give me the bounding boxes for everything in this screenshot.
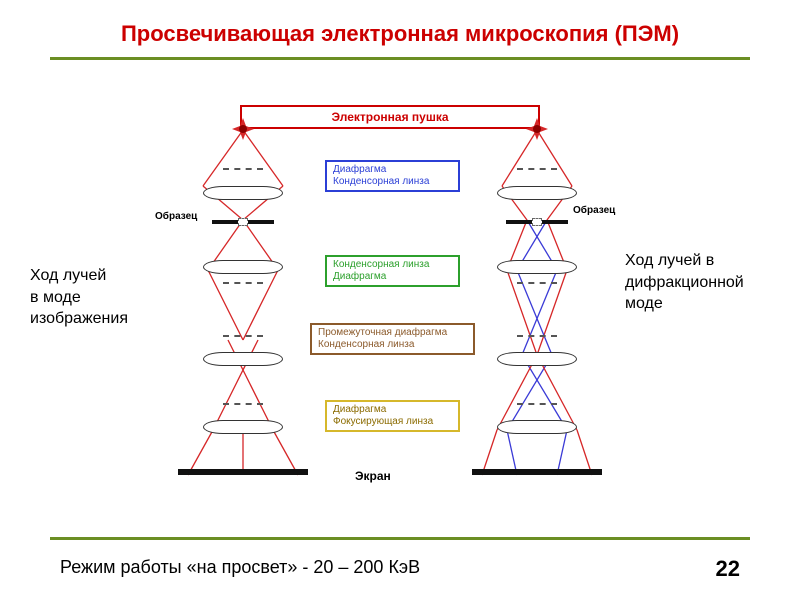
screen-bar: [472, 469, 602, 475]
legend-projector: Диафрагма Фокусирующая линза: [325, 400, 460, 432]
lens: [497, 420, 577, 434]
footer-text: Режим работы «на просвет» - 20 – 200 КэВ: [60, 557, 420, 578]
slide-title: Просвечивающая электронная микроскопия (…: [50, 20, 750, 49]
lens: [203, 260, 283, 274]
lens: [203, 186, 283, 200]
screen-label: Экран: [355, 469, 391, 483]
aperture: [223, 403, 263, 407]
aperture: [517, 335, 557, 339]
sample-notch: [238, 218, 248, 226]
sample-bar: [212, 220, 274, 224]
sample-label-left: Образец: [155, 211, 197, 222]
aperture: [223, 168, 263, 172]
electron-gun-box: Электронная пушка: [240, 105, 540, 129]
legend-line: Диафрагма: [333, 164, 452, 176]
footer-rule: [50, 537, 750, 540]
side-label-right: Ход лучей вдифракционноймоде: [625, 250, 785, 315]
aperture: [223, 335, 263, 339]
lens: [497, 260, 577, 274]
lens: [497, 186, 577, 200]
legend-line: Конденсорная линза: [318, 339, 467, 351]
column-imaging: [178, 130, 308, 475]
legend-line: Фокусирующая линза: [333, 416, 452, 428]
legend-condenser: Диафрагма Конденсорная линза: [325, 160, 460, 192]
legend-line: Промежуточная диафрагма: [318, 327, 467, 339]
aperture: [517, 282, 557, 286]
legend-intermediate: Промежуточная диафрагма Конденсорная лин…: [310, 323, 475, 355]
legend-line: Конденсорная линза: [333, 259, 452, 271]
aperture: [223, 282, 263, 286]
legend-line: Диафрагма: [333, 271, 452, 283]
lens: [203, 420, 283, 434]
legend-line: Конденсорная линза: [333, 176, 452, 188]
page-number: 22: [716, 556, 740, 582]
side-label-left: Ход лучейв модеизображения: [30, 265, 150, 330]
gun-icon: [524, 116, 550, 147]
slide-title-block: Просвечивающая электронная микроскопия (…: [50, 20, 750, 60]
legend-condenser2: Конденсорная линза Диафрагма: [325, 255, 460, 287]
sample-bar: [506, 220, 568, 224]
lens: [497, 352, 577, 366]
legend-line: Диафрагма: [333, 404, 452, 416]
screen-bar: [178, 469, 308, 475]
column-diffraction: [472, 130, 602, 475]
title-underline: [50, 57, 750, 60]
aperture: [517, 168, 557, 172]
lens: [203, 352, 283, 366]
sample-notch: [532, 218, 542, 226]
tem-diagram: Электронная пушка Диафрагма Конденсорная…: [160, 105, 620, 485]
gun-icon: [230, 116, 256, 147]
sample-label-right: Образец: [573, 205, 615, 216]
aperture: [517, 403, 557, 407]
